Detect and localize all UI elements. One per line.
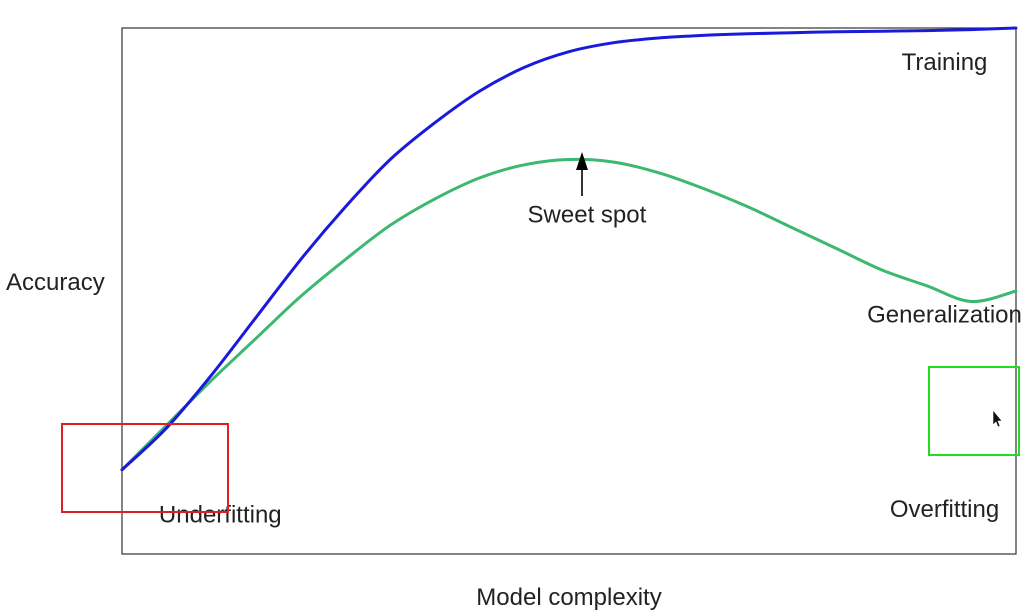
series-line-training	[120, 26, 1018, 472]
plot-frame	[121, 27, 1017, 555]
overfitting-highlight-box	[928, 366, 1020, 456]
annotation-underfitting: Underfitting	[159, 501, 282, 528]
series-line-generalization	[120, 157, 1018, 472]
annotation-generalization: Generalization	[867, 302, 1022, 329]
mouse-pointer-icon	[992, 409, 1003, 428]
annotation-sweet-spot: Sweet spot	[528, 202, 647, 229]
sweet-spot-arrow-head	[576, 152, 588, 170]
x-axis-label: Model complexity	[476, 584, 661, 611]
underfitting-highlight-box	[61, 423, 229, 513]
annotation-training: Training	[902, 49, 988, 76]
y-axis-label: Accuracy	[6, 269, 105, 296]
annotation-overfitting: Overfitting	[890, 496, 999, 523]
